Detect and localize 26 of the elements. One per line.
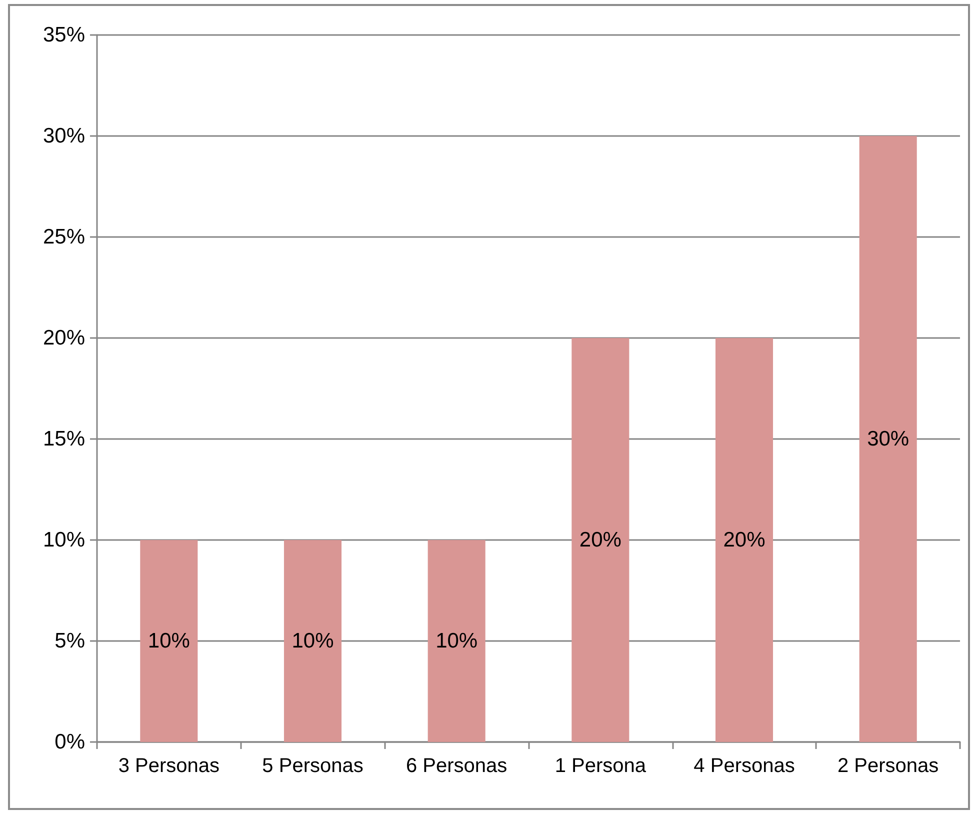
data-label: 20%	[579, 528, 622, 552]
x-tick-label: 3 Personas	[118, 755, 220, 777]
y-tick-label: 35%	[42, 24, 85, 46]
bar	[715, 338, 774, 742]
data-label: 10%	[436, 630, 478, 652]
y-tick-label: 20%	[42, 326, 85, 350]
bar	[859, 136, 917, 742]
y-tick-label: 15%	[42, 428, 85, 450]
y-tick-label: 0%	[54, 730, 85, 754]
data-label: 10%	[292, 630, 334, 652]
bar	[572, 338, 630, 742]
y-tick-label: 10%	[42, 528, 85, 552]
x-tick-label: 6 Personas	[406, 755, 508, 777]
y-tick-label: 25%	[42, 226, 85, 248]
y-tick-label: 5%	[54, 630, 85, 652]
bar	[140, 540, 198, 742]
bar	[284, 540, 342, 742]
x-tick-label: 5 Personas	[262, 755, 364, 777]
x-tick-label: 1 Persona	[554, 755, 647, 777]
data-label: 30%	[867, 428, 910, 450]
x-tick-label: 4 Personas	[694, 755, 795, 777]
data-label: 10%	[148, 630, 190, 652]
data-label: 20%	[723, 528, 766, 552]
y-tick-label: 30%	[42, 124, 85, 148]
bar	[428, 540, 486, 742]
x-tick-label: 2 Personas	[837, 755, 939, 777]
